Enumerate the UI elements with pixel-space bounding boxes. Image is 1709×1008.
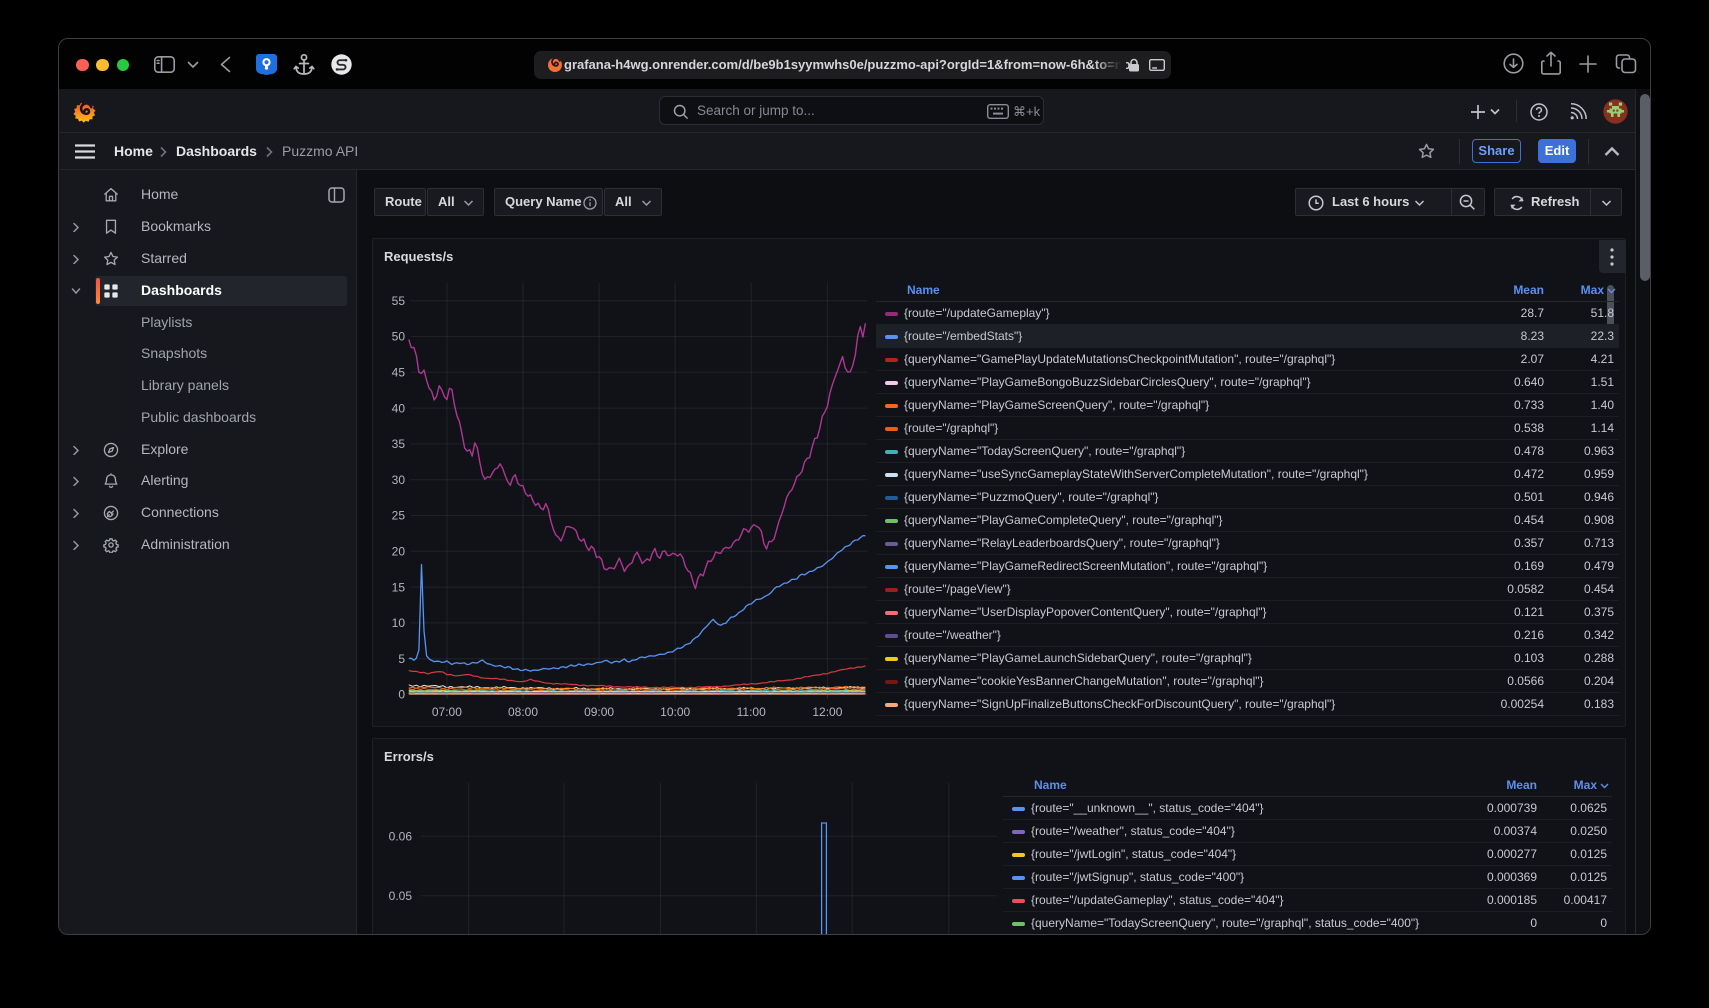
svg-text:07:00: 07:00 bbox=[432, 705, 462, 719]
svg-text:35: 35 bbox=[392, 437, 406, 451]
svg-text:10: 10 bbox=[392, 616, 406, 630]
svg-text:20: 20 bbox=[392, 545, 406, 559]
svg-text:5: 5 bbox=[398, 652, 405, 666]
svg-text:08:00: 08:00 bbox=[508, 705, 538, 719]
svg-text:10:00: 10:00 bbox=[660, 705, 690, 719]
svg-text:0: 0 bbox=[398, 688, 405, 702]
svg-text:09:00: 09:00 bbox=[584, 705, 614, 719]
svg-text:55: 55 bbox=[392, 294, 406, 308]
svg-text:0.05: 0.05 bbox=[389, 889, 413, 903]
svg-text:45: 45 bbox=[392, 366, 406, 380]
svg-text:50: 50 bbox=[392, 330, 406, 344]
svg-text:0.06: 0.06 bbox=[389, 829, 413, 843]
svg-text:30: 30 bbox=[392, 473, 406, 487]
svg-text:12:00: 12:00 bbox=[812, 705, 842, 719]
svg-text:11:00: 11:00 bbox=[737, 705, 766, 719]
svg-text:25: 25 bbox=[392, 509, 406, 523]
svg-text:15: 15 bbox=[392, 580, 406, 594]
svg-text:40: 40 bbox=[392, 401, 406, 415]
